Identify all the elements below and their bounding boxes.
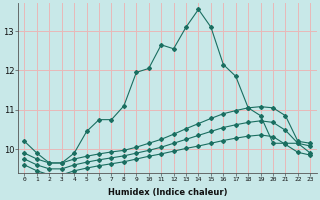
X-axis label: Humidex (Indice chaleur): Humidex (Indice chaleur) [108,188,227,197]
